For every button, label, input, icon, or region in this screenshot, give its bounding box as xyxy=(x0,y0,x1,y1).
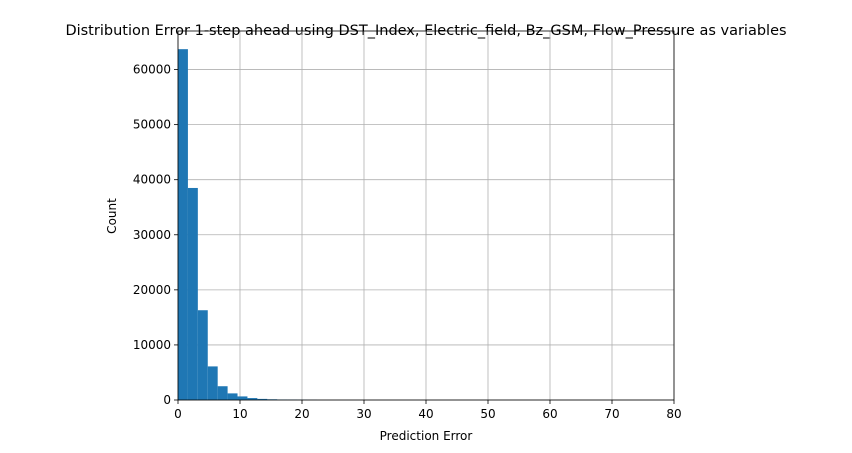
y-tick-label: 50000 xyxy=(133,118,171,132)
y-tick-label: 0 xyxy=(163,393,171,407)
histogram-bar xyxy=(207,366,218,400)
histogram-bar xyxy=(247,398,258,400)
x-axis-label: Prediction Error xyxy=(380,429,473,443)
x-tick-label: 80 xyxy=(666,407,681,421)
histogram-bar xyxy=(227,393,238,400)
y-axis-label: Count xyxy=(105,198,119,234)
histogram-bar xyxy=(217,386,228,400)
histogram-bar xyxy=(237,396,248,400)
x-tick-label: 20 xyxy=(294,407,309,421)
histogram-bar xyxy=(257,398,268,400)
x-tick-label: 60 xyxy=(542,407,557,421)
x-tick-label: 50 xyxy=(480,407,495,421)
y-tick-label: 10000 xyxy=(133,338,171,352)
y-tick-label: 30000 xyxy=(133,228,171,242)
x-tick-label: 0 xyxy=(174,407,182,421)
tick-marks: 0 10 20 30 40 50 60 70 80 0 10000 20000 30000 40000 50… xyxy=(133,63,682,421)
grid-lines xyxy=(177,31,675,401)
y-tick-label: 40000 xyxy=(133,173,171,187)
histogram-bars xyxy=(178,49,317,401)
x-tick-label: 10 xyxy=(232,407,247,421)
x-tick-label: 70 xyxy=(604,407,619,421)
y-tick-label: 20000 xyxy=(133,283,171,297)
histogram-bar xyxy=(178,49,188,401)
x-tick-label: 30 xyxy=(356,407,371,421)
x-tick-label: 40 xyxy=(418,407,433,421)
y-tick-label: 60000 xyxy=(133,63,171,77)
histogram-bar xyxy=(187,187,198,400)
histogram-bar xyxy=(197,310,208,400)
